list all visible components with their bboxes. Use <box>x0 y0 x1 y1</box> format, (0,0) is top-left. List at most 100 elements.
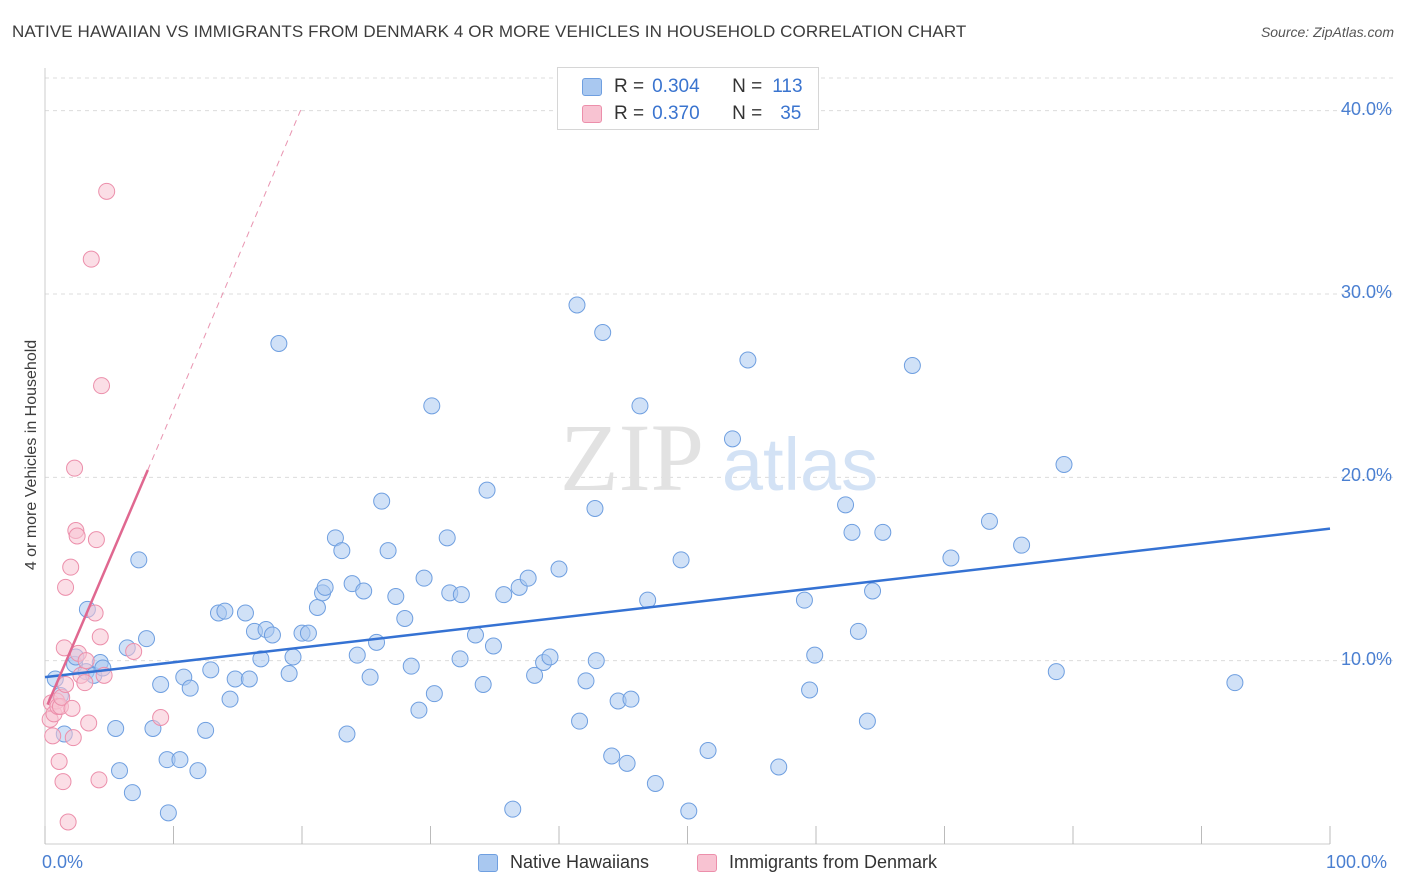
data-point-denmark <box>57 578 75 596</box>
data-point-native-hawaiian <box>806 646 824 664</box>
trend-line-denmark <box>46 469 149 706</box>
data-point-denmark <box>63 699 81 717</box>
data-point-denmark <box>77 652 95 670</box>
legend-r-label: R = <box>614 103 645 124</box>
data-point-native-hawaiian <box>197 721 215 739</box>
legend-swatch-blue <box>582 78 602 96</box>
data-point-native-hawaiian <box>415 569 433 587</box>
data-point-native-hawaiian <box>348 646 366 664</box>
watermark-atlas: atlas <box>722 423 878 506</box>
data-point-native-hawaiian <box>478 481 496 499</box>
data-point-native-hawaiian <box>699 742 717 759</box>
data-point-native-hawaiian <box>541 648 559 666</box>
data-point-native-hawaiian <box>837 496 855 514</box>
data-point-native-hawaiian <box>587 652 605 670</box>
y-tick-label: 30.0% <box>1340 282 1392 302</box>
data-point-native-hawaiian <box>438 529 456 547</box>
source-label: Source: ZipAtlas.com <box>1260 24 1394 40</box>
data-point-native-hawaiian <box>980 512 998 530</box>
data-point-native-hawaiian <box>739 351 757 369</box>
y-tick-label: 10.0% <box>1340 648 1392 669</box>
y-tick-label: 40.0% <box>1340 98 1392 119</box>
legend-n-value: 113 <box>772 76 803 97</box>
data-point-native-hawaiian <box>355 582 373 600</box>
watermark-zip: ZIP <box>560 404 704 511</box>
data-point-native-hawaiian <box>308 599 326 616</box>
data-point-native-hawaiian <box>672 551 690 569</box>
data-point-denmark <box>90 771 108 789</box>
legend-r-label: R = <box>614 76 645 97</box>
data-point-denmark <box>76 674 94 692</box>
data-point-native-hawaiian <box>299 624 317 642</box>
legend-n-label: N = <box>732 76 763 97</box>
data-point-native-hawaiian <box>484 637 502 655</box>
data-point-native-hawaiian <box>130 551 148 569</box>
data-point-native-hawaiian <box>474 676 492 693</box>
legend-r-value: 0.370 <box>652 103 700 124</box>
grid-lines <box>45 77 1393 662</box>
data-point-native-hawaiian <box>402 657 420 675</box>
bottom-legend-swatch-blue <box>478 853 498 872</box>
watermark: ZIP atlas <box>560 404 878 511</box>
data-point-native-hawaiian <box>410 701 428 719</box>
data-point-native-hawaiian <box>333 542 351 560</box>
chart-title: NATIVE HAWAIIAN VS IMMIGRANTS FROM DENMA… <box>12 22 967 41</box>
data-point-native-hawaiian <box>379 542 397 560</box>
legend-r-value: 0.304 <box>652 76 700 97</box>
data-point-native-hawaiian <box>622 690 640 708</box>
data-point-denmark <box>68 527 86 545</box>
x-tick-label-min: 0.0% <box>42 852 84 872</box>
data-point-denmark <box>50 753 68 770</box>
data-point-denmark <box>62 558 80 576</box>
data-point-native-hawaiian <box>361 668 379 686</box>
data-point-native-hawaiian <box>795 591 813 609</box>
bottom-legend-immigrants-from-denmark: Immigrants from Denmark <box>697 852 937 873</box>
data-point-native-hawaiian <box>111 762 129 780</box>
data-point-native-hawaiian <box>202 661 220 679</box>
data-point-denmark <box>54 773 72 791</box>
data-point-native-hawaiian <box>466 626 484 644</box>
legend-row-immigrants-from-denmark: R = 0.370 N = 35 <box>582 102 801 126</box>
bottom-legend-label: Native Hawaiians <box>510 852 650 872</box>
data-point-native-hawaiian <box>216 602 234 620</box>
data-point-native-hawaiian <box>1013 536 1031 554</box>
data-point-denmark <box>57 676 75 693</box>
data-point-native-hawaiian <box>423 397 441 415</box>
legend-n-value: 35 <box>780 103 802 124</box>
legend-n-label: N = <box>732 103 763 124</box>
data-point-native-hawaiian <box>526 666 544 684</box>
data-point-denmark <box>125 643 143 660</box>
legend-swatch-pink <box>582 105 602 123</box>
data-point-native-hawaiian <box>586 500 604 517</box>
data-point-denmark <box>98 182 116 200</box>
x-tick-label-max: 100.0% <box>1326 852 1388 872</box>
data-point-native-hawaiian <box>425 685 443 703</box>
data-point-denmark <box>82 250 100 268</box>
data-point-native-hawaiian <box>571 712 589 730</box>
data-point-native-hawaiian <box>646 775 664 792</box>
data-point-native-hawaiian <box>107 720 125 737</box>
data-point-native-hawaiian <box>864 582 882 600</box>
data-point-native-hawaiian <box>504 800 522 818</box>
data-point-native-hawaiian <box>903 357 921 374</box>
data-point-native-hawaiian <box>452 586 470 604</box>
bottom-legend-native-hawaiians: Native Hawaiians <box>478 852 649 873</box>
data-point-native-hawaiian <box>189 762 207 780</box>
data-point-denmark <box>80 714 98 732</box>
data-point-native-hawaiian <box>1047 663 1065 681</box>
legend-row-native-hawaiians: R = 0.304 N = 113 <box>582 75 803 99</box>
data-point-native-hawaiian <box>240 670 258 688</box>
data-point-native-hawaiian <box>451 650 469 668</box>
data-point-native-hawaiian <box>252 650 270 668</box>
data-point-native-hawaiian <box>631 397 649 415</box>
trend-lines <box>44 106 1331 706</box>
data-point-native-hawaiian <box>770 758 788 776</box>
data-point-denmark <box>87 531 105 549</box>
data-point-native-hawaiian <box>387 588 405 605</box>
data-point-native-hawaiian <box>843 523 861 541</box>
data-point-native-hawaiian <box>849 622 867 640</box>
data-point-native-hawaiian <box>396 610 414 627</box>
y-tick-label: 20.0% <box>1340 465 1392 486</box>
data-point-native-hawaiian <box>123 784 141 802</box>
